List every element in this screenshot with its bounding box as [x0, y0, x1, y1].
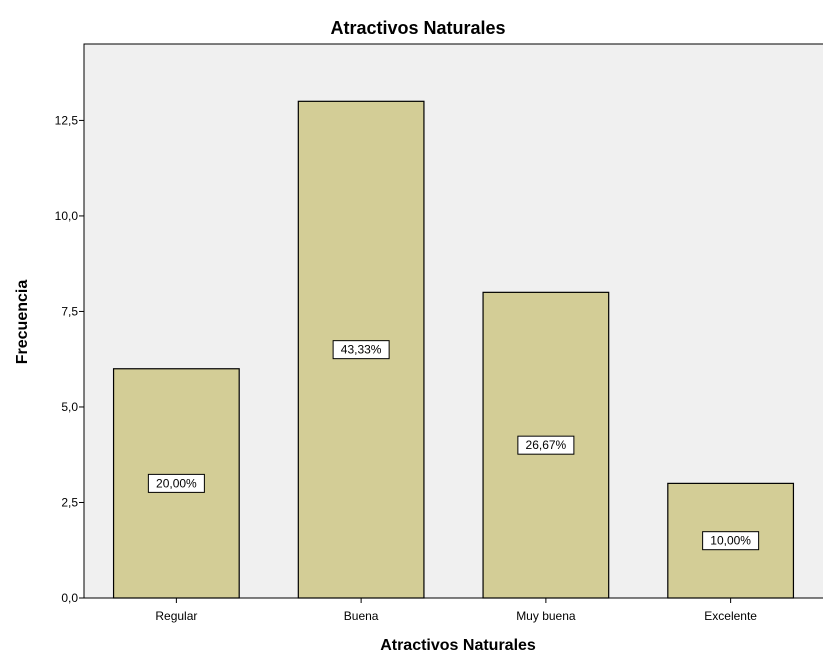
y-tick-label: 12,5: [55, 113, 79, 127]
data-labels: 20,00% 43,33% 26,67% 10,00%: [147, 340, 760, 551]
data-label: 10,00%: [710, 534, 751, 548]
data-label: 26,67%: [526, 438, 567, 452]
y-tick-label: 0,0: [61, 591, 78, 605]
data-label-box: [702, 531, 760, 551]
data-label-box: [517, 435, 575, 455]
y-tick-label: 5,0: [61, 400, 78, 414]
y-tick-label: 10,0: [55, 209, 79, 223]
y-axis: 0,0 2,5 5,0 7,5 10,0 12,5: [55, 44, 85, 605]
y-tick-label: 7,5: [61, 304, 78, 318]
data-label: 43,33%: [341, 343, 382, 357]
x-axis: Regular Buena Muy buena Excelente: [155, 598, 757, 623]
bars: [112, 100, 795, 599]
data-label: 20,00%: [156, 476, 197, 490]
data-label-box: [147, 473, 205, 493]
data-label-box: [332, 340, 390, 360]
x-tick-label: Excelente: [704, 609, 757, 623]
x-tick-label: Buena: [344, 609, 379, 623]
x-axis-title: Atractivos Naturales: [380, 637, 536, 654]
y-axis-title: Frecuencia: [14, 280, 31, 365]
y-tick-label: 2,5: [61, 495, 78, 509]
x-tick-label: Muy buena: [516, 609, 576, 623]
chart-title: Atractivos Naturales: [330, 18, 505, 38]
x-tick-label: Regular: [155, 609, 197, 623]
